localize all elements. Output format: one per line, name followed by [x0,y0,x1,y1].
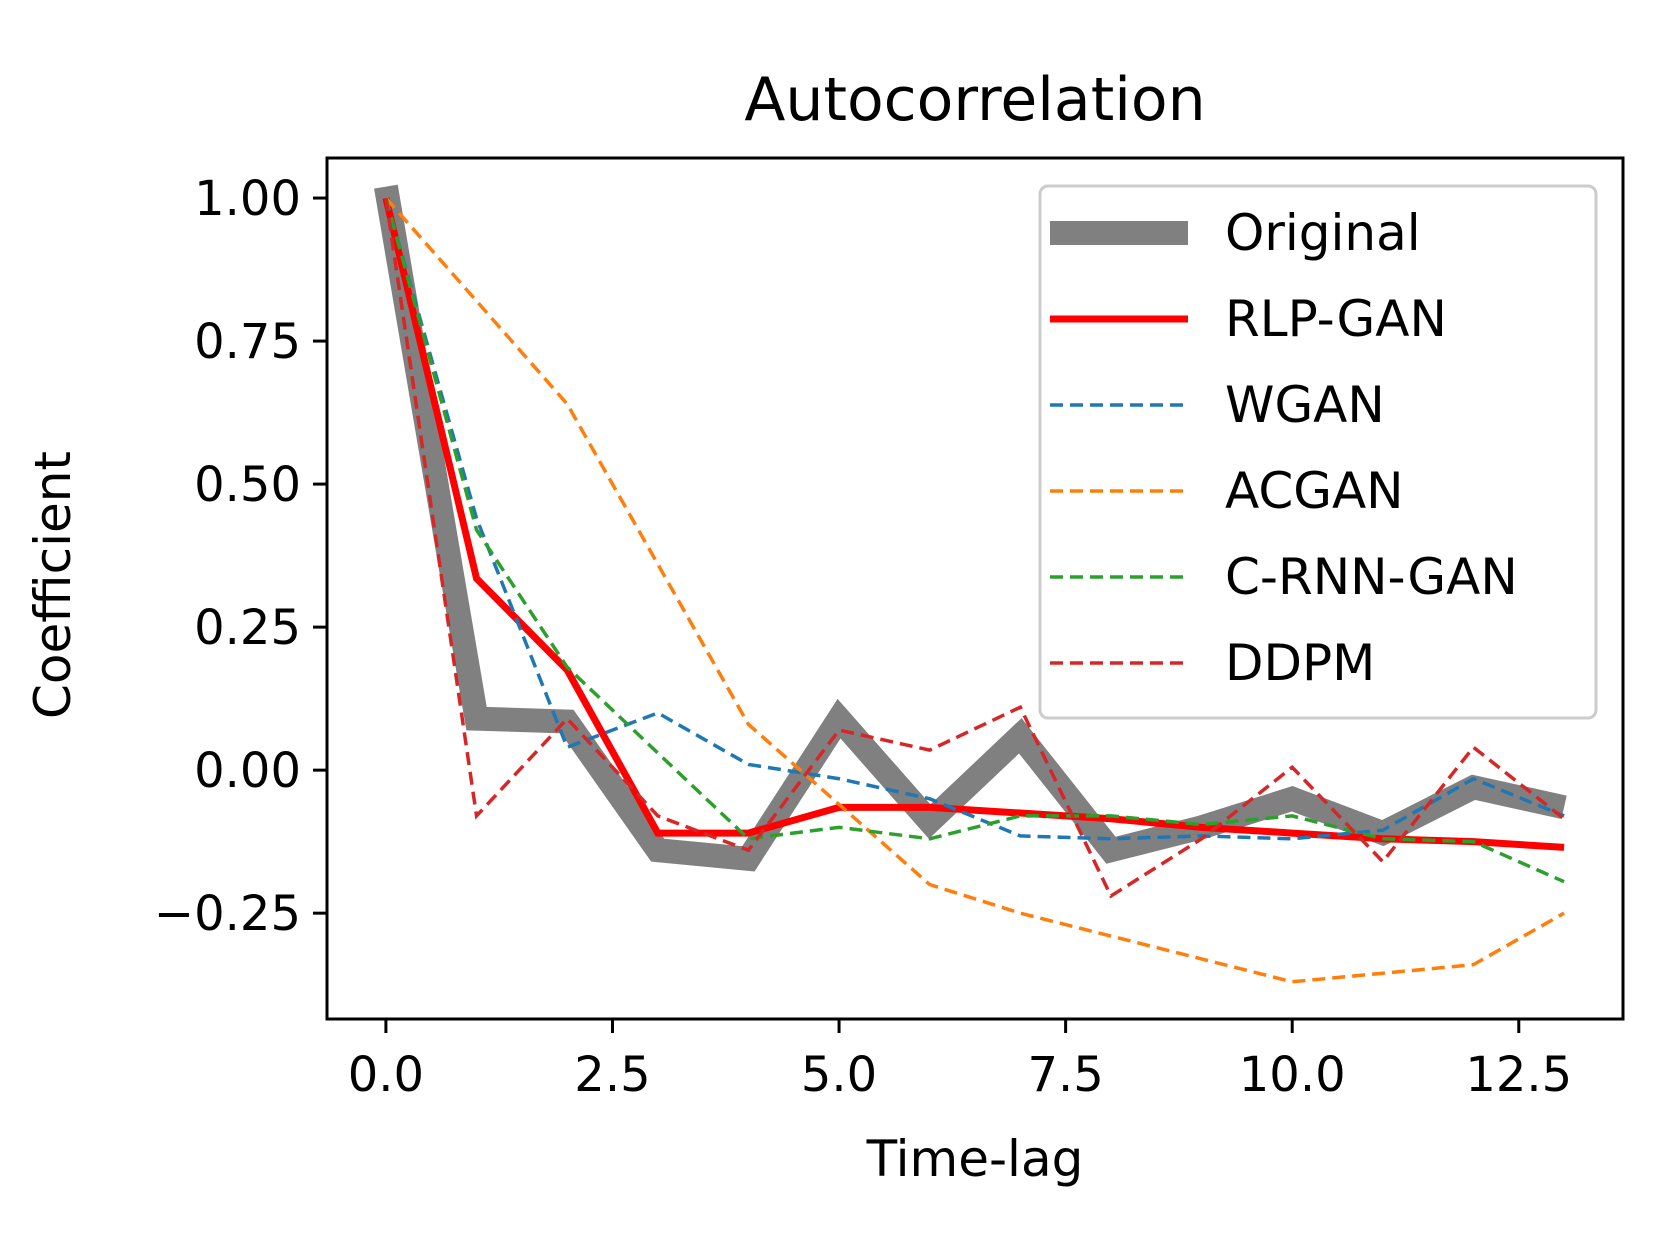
x-tick-label: 5.0 [801,1047,877,1103]
legend-label-original: Original [1225,204,1421,262]
legend-label-c-rnn-gan: C-RNN-GAN [1225,548,1518,606]
y-tick-label: 1.00 [194,171,301,227]
legend-label-rlp-gan: RLP-GAN [1225,290,1447,348]
x-tick-label: 10.0 [1239,1047,1346,1103]
series-line-original [374,184,1567,872]
x-tick-label: 0.0 [348,1047,424,1103]
legend-label-ddpm: DDPM [1225,634,1375,692]
series-line-ddpm [384,197,1566,899]
y-tick-label: 0.75 [194,314,301,370]
y-axis-ticks: 1.00 0.75 0.50 0.25 0.00 −0.25 [154,171,327,942]
plot-lines [374,184,1567,984]
y-tick-label: 0.00 [194,743,301,799]
x-tick-label: 12.5 [1465,1047,1572,1103]
legend-label-acgan: ACGAN [1225,462,1404,520]
plot-frame [325,156,1625,1021]
y-tick-label: 0.50 [194,457,301,513]
legend-label-wgan: WGAN [1225,376,1385,434]
x-tick-label: 7.5 [1027,1047,1103,1103]
y-axis-label: Coefficient [24,451,82,719]
y-tick-label: −0.25 [154,886,301,942]
x-axis-label: Time-lag [866,1130,1084,1188]
series-line-rlp-gan [382,197,1565,851]
chart-title: Autocorrelation [744,65,1205,135]
x-tick-label: 2.5 [574,1047,650,1103]
legend: Original RLP-GAN WGAN ACGAN C-RNN-GAN DDPM [1038,184,1598,720]
series-line-c-rnn-gan [384,197,1565,884]
series-line-wgan [384,197,1565,841]
x-axis-ticks: 0.0 2.5 5.0 7.5 10.0 12.5 [348,1019,1572,1103]
series-line-acgan [384,196,1565,984]
y-tick-label: 0.25 [194,600,301,656]
